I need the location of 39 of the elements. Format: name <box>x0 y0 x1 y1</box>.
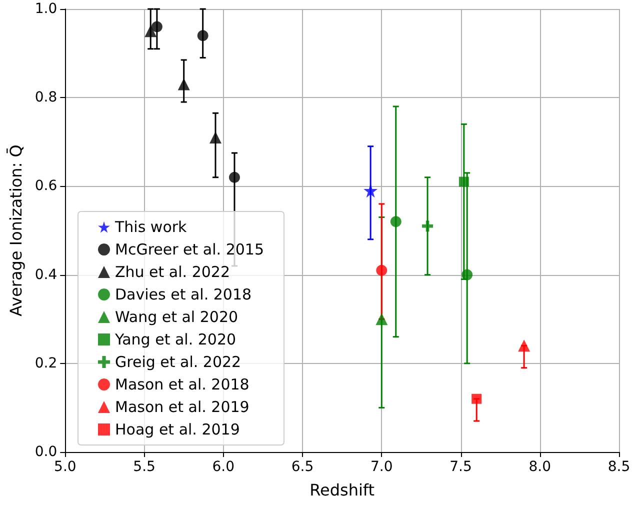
point <box>209 131 222 144</box>
x-tick-label: 7.5 <box>450 459 472 475</box>
point <box>151 21 162 32</box>
legend-label: Yang et al. 2020 <box>114 330 236 348</box>
legend-label: Mason et al. 2019 <box>115 398 250 416</box>
point <box>228 172 240 183</box>
point <box>197 30 208 42</box>
legend-label: This work <box>114 218 188 236</box>
y-tick-label: 0.6 <box>34 178 58 194</box>
point <box>178 78 190 90</box>
x-tick-label: 8.5 <box>608 459 630 475</box>
x-tick-label: 6.5 <box>291 459 314 475</box>
legend-label: Wang et al 2020 <box>115 308 238 326</box>
legend-label: Hoag et al. 2019 <box>115 420 240 438</box>
y-tick-label: 0.2 <box>34 355 58 372</box>
y-tick-label: 0.0 <box>34 444 58 460</box>
y-axis-title: Average Ionization: Q̄ <box>6 144 26 316</box>
y-tick-label: 0.8 <box>34 90 58 106</box>
point <box>376 264 388 276</box>
x-axis-title: Redshift <box>310 480 375 500</box>
point <box>144 25 157 38</box>
point <box>376 313 388 326</box>
point <box>422 220 434 232</box>
legend-label: Zhu et al. 2022 <box>115 263 230 281</box>
point <box>458 176 469 187</box>
y-tick-label: 1.0 <box>34 1 58 17</box>
point <box>364 184 378 198</box>
x-tick-label: 7.0 <box>370 459 393 475</box>
point <box>390 216 402 228</box>
x-tick-label: 5.5 <box>133 459 156 475</box>
y-tick-label: 0.4 <box>34 266 58 283</box>
legend-label: Davies et al. 2018 <box>115 286 252 304</box>
point <box>518 340 530 352</box>
legend-label: Greig et al. 2022 <box>115 353 242 371</box>
legend-label: McGreer et al. 2015 <box>115 240 264 258</box>
x-tick-label: 8.0 <box>528 459 552 475</box>
x-tick-label: 5.0 <box>54 459 76 475</box>
x-tick-label: 6.0 <box>212 459 235 475</box>
legend-label: Mason et al. 2018 <box>115 376 250 394</box>
